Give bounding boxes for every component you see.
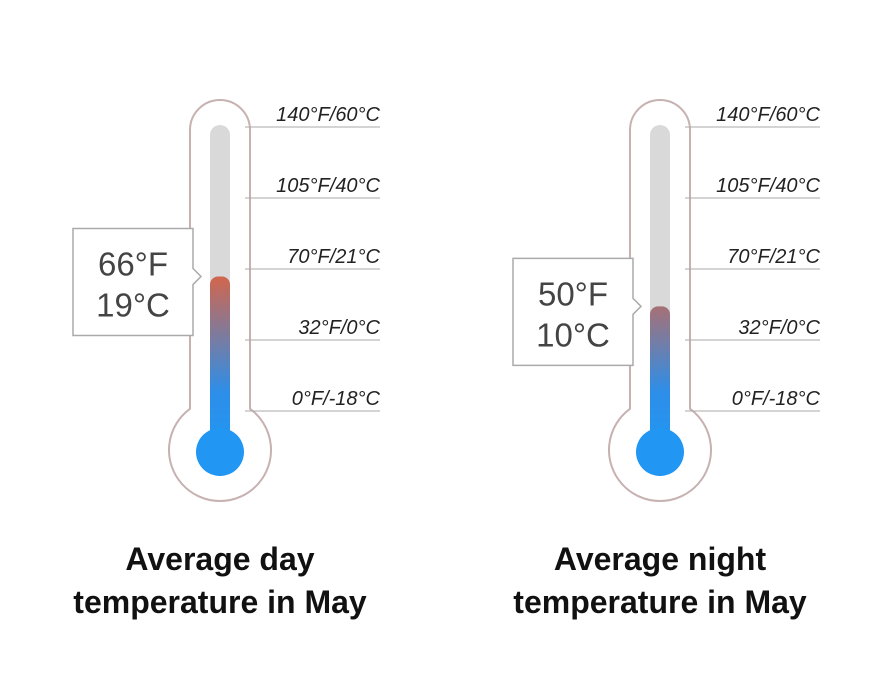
tick-label: 0°F/-18°C: [732, 388, 821, 410]
value-label: 50°F: [538, 275, 608, 312]
tick-label: 32°F/0°C: [738, 317, 820, 339]
value-label: 66°F: [98, 245, 168, 282]
tick-label: 0°F/-18°C: [292, 388, 381, 410]
callout: [512, 257, 643, 367]
mercury: [210, 276, 230, 445]
bulb: [636, 428, 684, 476]
tick-label: 105°F/40°C: [276, 175, 380, 197]
value-label-celsius: 10°C: [536, 316, 610, 353]
chart-title: Average night temperature in May: [513, 541, 807, 620]
value-label-celsius: 19°C: [96, 286, 170, 323]
tick-label: 70°F/21°C: [727, 246, 820, 268]
tick-label: 140°F/60°C: [276, 104, 380, 126]
tick-label: 70°F/21°C: [287, 246, 380, 268]
chart-title: Average day temperature in May: [73, 541, 367, 620]
tick-label: 140°F/60°C: [716, 104, 820, 126]
callout: [72, 227, 203, 337]
tick-label: 105°F/40°C: [716, 175, 820, 197]
tick-label: 32°F/0°C: [298, 317, 380, 339]
mercury: [650, 306, 670, 445]
bulb: [196, 428, 244, 476]
